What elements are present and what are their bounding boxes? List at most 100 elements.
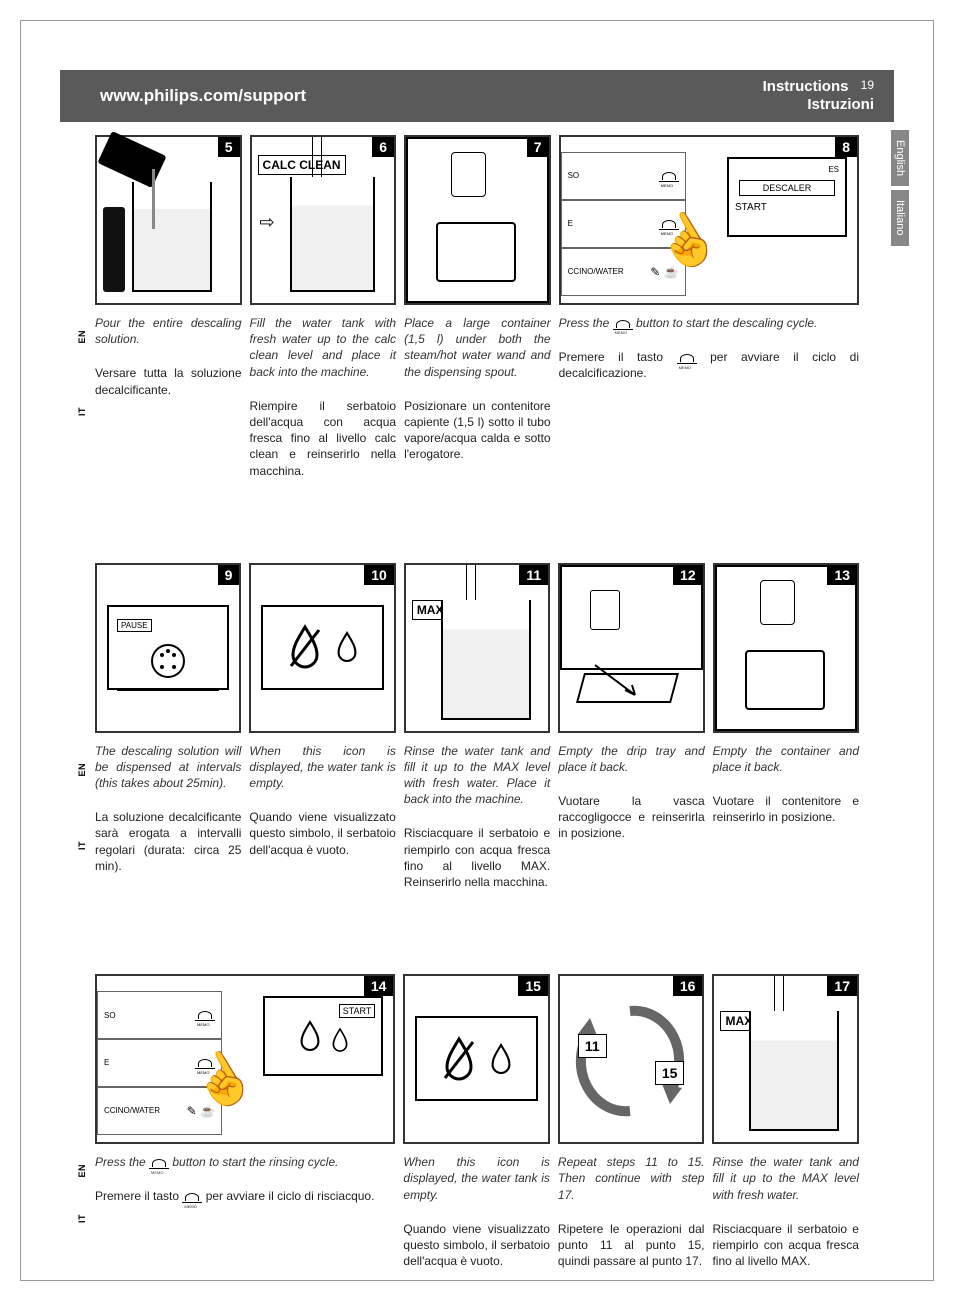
row-label-en: EN [77, 330, 87, 344]
step-6-text-it: Riempire il serbatoio dell'acqua con acq… [250, 394, 397, 483]
calc-clean-label: CALC CLEAN [258, 155, 346, 175]
step-10-illustration: 10 [249, 563, 395, 733]
language-tabs: English Italiano [891, 130, 909, 250]
row-3: EN IT 14 SO E CCINO/WATER✎ ☕ ☝ START [95, 974, 859, 1273]
step-12-number: 12 [673, 565, 703, 585]
cup-icon [195, 1009, 215, 1021]
drop-icon [296, 1018, 324, 1054]
step-12: 12 Empty the drip tray and place it back… [558, 563, 704, 895]
pause-label: PAUSE [117, 619, 152, 632]
dispenser-icon [590, 590, 620, 630]
row-2: EN IT 9 PAUSE [95, 563, 859, 895]
cup-icon [659, 170, 679, 182]
lang-tab-it: Italiano [891, 190, 909, 245]
step-17: 17 MAX Rinse the water tank and fill it … [712, 974, 859, 1273]
step-16: 16 11 15 Repeat steps 11 to 15. Then con… [558, 974, 705, 1273]
step-6-illustration: 6 CALC CLEAN ⇨ [250, 135, 397, 305]
step-5-text-en: Pour the entire descaling solution. [95, 311, 242, 351]
step-7-text-it: Posizionare un contenitore capiente (1,5… [404, 394, 551, 467]
step-12-text-it: Vuotare la vasca raccogligocce e reinser… [558, 789, 704, 846]
step-7-illustration: 7 [404, 135, 551, 305]
step-5-illustration: 5 [95, 135, 242, 305]
step-13-number: 13 [827, 565, 857, 585]
drop-icon [487, 1039, 515, 1079]
step-7-number: 7 [527, 137, 549, 157]
step-5: 5 Pour the entire descaling solution. Ve… [95, 135, 242, 483]
step-13: 13 Empty the container and place it back… [713, 563, 859, 895]
step-5-text-it: Versare tutta la soluzione decalcificant… [95, 361, 242, 401]
step-17-text-en: Rinse the water tank and fill it up to t… [712, 1150, 859, 1207]
step-14: 14 SO E CCINO/WATER✎ ☕ ☝ START Press the… [95, 974, 395, 1273]
dispenser-icon [760, 580, 795, 625]
empty-tank-icon [285, 622, 325, 672]
step-6-text-en: Fill the water tank with fresh water up … [250, 311, 397, 384]
step-8-number: 8 [835, 137, 857, 157]
memo-button-icon [182, 1191, 202, 1203]
step-12-text-en: Empty the drip tray and place it back. [558, 739, 704, 779]
memo-button-icon [677, 352, 697, 364]
step-13-illustration: 13 [713, 563, 859, 733]
step-10-text-it: Quando viene visualizzato questo simbolo… [249, 805, 395, 862]
drop-icon [329, 1026, 351, 1054]
row-label-it: IT [77, 407, 87, 416]
row-1: EN IT 5 Pour the entire descaling soluti… [95, 135, 859, 483]
panel-row: SO [97, 991, 222, 1039]
step-9: 9 PAUSE The descaling solution will be d [95, 563, 241, 895]
step-8: 8 SO E CCINO/WATER✎ ☕ ☝ ES DESCALER STAR… [559, 135, 859, 483]
step-9-text-it: La soluzione decalcificante sarà erogata… [95, 805, 241, 878]
step-11-number: 11 [519, 565, 548, 585]
step-10-text-en: When this icon is displayed, the water t… [249, 739, 395, 796]
step-14-illustration: 14 SO E CCINO/WATER✎ ☕ ☝ START [95, 974, 395, 1144]
lang-tab-en: English [891, 130, 909, 186]
descaler-pack-icon [103, 207, 125, 292]
step-8-text-it: Premere il tasto per avviare il ciclo di… [559, 345, 859, 385]
step-16-text-en: Repeat steps 11 to 15. Then continue wit… [558, 1150, 705, 1207]
step-9-number: 9 [218, 565, 240, 585]
step-6-number: 6 [372, 137, 394, 157]
step-17-text-it: Risciacquare il serbatoio e riempirlo co… [712, 1217, 859, 1274]
memo-button-icon [613, 318, 633, 330]
step-15: 15 When this icon is displayed, the wate… [403, 974, 550, 1273]
descaling-progress-icon [148, 641, 188, 681]
step-16-illustration: 16 11 15 [558, 974, 705, 1144]
step-9-text-en: The descaling solution will be dispensed… [95, 739, 241, 796]
page-header: www.philips.com/support Instructions 19 … [60, 70, 894, 122]
content-area: EN IT 5 Pour the entire descaling soluti… [95, 135, 859, 1273]
memo-button-icon [149, 1157, 169, 1169]
step-11: 11 MAX Rinse the water tank and fill it … [404, 563, 550, 895]
step-17-number: 17 [827, 976, 857, 996]
remove-arrow-icon [590, 660, 650, 710]
step-5-number: 5 [218, 137, 240, 157]
row-label-en: EN [77, 763, 87, 777]
step-15-number: 15 [518, 976, 548, 996]
step-17-illustration: 17 MAX [712, 974, 859, 1144]
step-14-text-en: Press the button to start the rinsing cy… [95, 1150, 395, 1174]
step-15-illustration: 15 [403, 974, 550, 1144]
dispenser-icon [451, 152, 486, 197]
step-8-text-en: Press the button to start the descaling … [559, 311, 859, 335]
row-label-it: IT [77, 841, 87, 850]
title-it: Istruzioni [807, 96, 874, 113]
container-icon [745, 650, 825, 710]
step-15-text-en: When this icon is displayed, the water t… [403, 1150, 550, 1207]
step-14-number: 14 [364, 976, 394, 996]
header-titles: Instructions 19 Istruzioni [763, 78, 874, 114]
faucet-icon [466, 565, 476, 600]
support-url: www.philips.com/support [100, 86, 306, 106]
step-14-text-it: Premere il tasto per avviare il ciclo di… [95, 1184, 395, 1208]
repeat-box-11: 11 [578, 1034, 607, 1058]
step-16-text-it: Ripetere le operazioni dal punto 11 al p… [558, 1217, 705, 1274]
faucet-icon [312, 137, 322, 177]
step-7-text-en: Place a large container (1,5 l) under bo… [404, 311, 551, 384]
bottle-icon [97, 131, 166, 188]
start-label: START [339, 1004, 376, 1018]
step-11-illustration: 11 MAX [404, 563, 550, 733]
step-8-illustration: 8 SO E CCINO/WATER✎ ☕ ☝ ES DESCALER STAR… [559, 135, 859, 305]
step-12-illustration: 12 [558, 563, 704, 733]
page-number: 19 [861, 78, 874, 92]
step-10: 10 When this icon is displayed, the wate… [249, 563, 395, 895]
drop-icon [333, 627, 361, 667]
step-15-text-it: Quando viene visualizzato questo simbolo… [403, 1217, 550, 1274]
faucet-icon [774, 976, 784, 1011]
step-11-text-it: Risciacquare il serbatoio e riempirlo co… [404, 821, 550, 894]
